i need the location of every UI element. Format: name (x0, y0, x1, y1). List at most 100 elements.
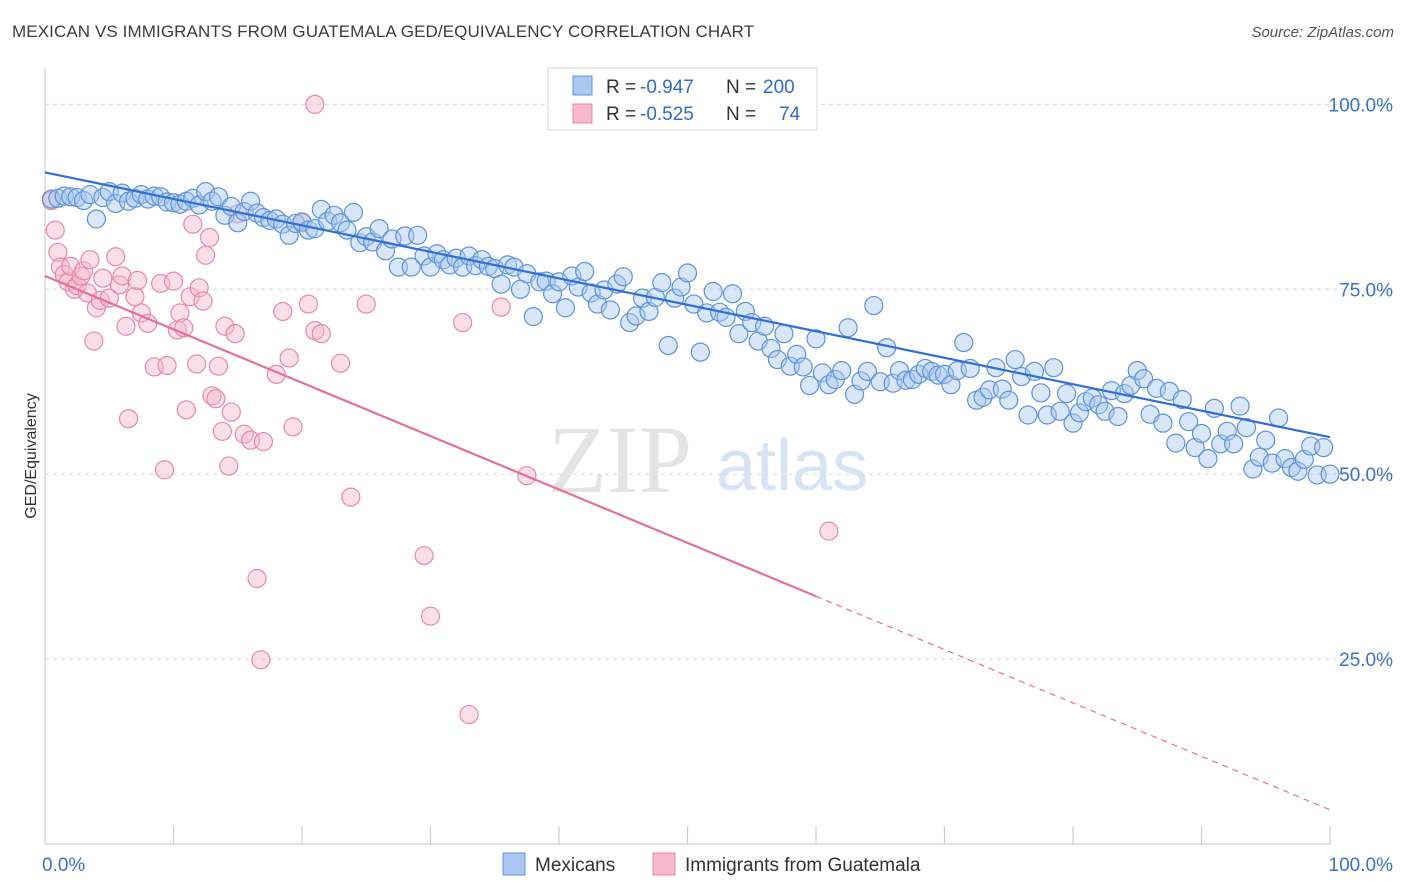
data-point-guatemala (48, 242, 68, 262)
chart-source: Source: ZipAtlas.com (1251, 24, 1394, 41)
data-point-mexicans (1031, 383, 1051, 403)
data-point-mexicans (652, 273, 672, 293)
data-point-guatemala (298, 294, 319, 314)
watermark-atlas: atlas (716, 426, 868, 506)
data-point-mexicans (343, 202, 363, 222)
data-point-mexicans (992, 379, 1012, 399)
trend-lines (44, 171, 1331, 811)
data-point-guatemala (73, 261, 94, 281)
data-point-guatemala (127, 270, 148, 291)
data-point-guatemala (341, 487, 361, 507)
data-point-mexicans (1236, 417, 1257, 438)
y-tick-label: 75.0% (1339, 280, 1393, 301)
data-point-mexicans (1230, 396, 1250, 416)
data-point-mexicans (851, 371, 871, 391)
chart-title: MEXICAN VS IMMIGRANTS FROM GUATEMALA GED… (12, 22, 755, 41)
data-point-mexicans (330, 213, 351, 233)
data-point-mexicans (1134, 369, 1154, 389)
data-point-guatemala (61, 256, 81, 276)
legend-r-value-2: -0.525 (640, 104, 694, 125)
data-point-guatemala (219, 456, 239, 476)
data-point-guatemala (71, 266, 91, 286)
data-point-mexicans (999, 390, 1019, 410)
data-point-mexicans (1063, 413, 1083, 433)
y-tick-label: 25.0% (1339, 650, 1393, 671)
data-point-mexicans (1224, 434, 1244, 454)
grid (45, 103, 1392, 660)
data-point-mexicans (1044, 358, 1064, 378)
y-tick-label: 50.0% (1339, 465, 1393, 486)
bottom-legend-label-mexicans: Mexicans (535, 855, 615, 876)
data-point-mexicans (208, 187, 229, 207)
guatemala-trend-line (44, 274, 817, 598)
data-point-mexicans (1069, 403, 1090, 423)
data-point-mexicans (1288, 461, 1308, 481)
data-point-guatemala (459, 704, 479, 725)
data-point-guatemala (183, 214, 203, 234)
data-point-mexicans (729, 324, 749, 344)
data-point-mexicans (86, 209, 107, 229)
data-point-guatemala (453, 312, 473, 333)
data-point-mexicans (832, 361, 852, 381)
data-point-mexicans (806, 329, 826, 349)
data-point-guatemala (80, 250, 100, 270)
data-point-guatemala (106, 247, 126, 267)
data-point-guatemala (193, 291, 213, 311)
data-point-guatemala (187, 354, 207, 374)
stats-legend: R = -0.947 N = 200 R = -0.525 N = 74 (547, 67, 818, 131)
data-point-mexicans (542, 284, 563, 304)
data-point-guatemala (45, 220, 65, 240)
data-point-mexicans (1256, 430, 1276, 450)
data-point-mexicans (1050, 401, 1070, 421)
data-point-guatemala (251, 650, 271, 670)
data-point-mexicans (575, 261, 595, 282)
data-point-mexicans (1005, 349, 1025, 370)
data-point-guatemala (176, 400, 196, 420)
x-tick-labels: 0.0% 100.0% (42, 855, 1393, 876)
data-point-mexicans (1262, 453, 1282, 473)
legend-swatch-mexicans (572, 75, 593, 96)
data-point-guatemala (116, 316, 136, 336)
data-point-guatemala (163, 271, 184, 291)
data-point-mexicans (1217, 421, 1237, 441)
data-point-mexicans (838, 318, 858, 338)
data-point-guatemala (420, 606, 441, 626)
data-point-mexicans (408, 225, 428, 245)
legend-n-value-1: 200 (763, 77, 795, 98)
data-point-guatemala (170, 303, 190, 323)
y-axis-label: GED/Equivalency (23, 393, 40, 518)
watermark-zip: ZIP (548, 406, 692, 513)
bottom-legend-label-guatemala: Immigrants from Guatemala (685, 855, 921, 876)
x-tick-label: 0.0% (42, 855, 85, 876)
data-point-mexicans (703, 281, 723, 302)
data-point-mexicans (658, 335, 678, 356)
data-point-mexicans (941, 375, 961, 395)
data-point-mexicans (1313, 437, 1334, 458)
data-point-mexicans (799, 375, 820, 396)
data-point-mexicans (1172, 389, 1192, 410)
data-point-mexicans (1185, 437, 1205, 458)
data-point-guatemala (208, 356, 229, 376)
data-point-guatemala (279, 348, 299, 368)
data-point-mexicans (1191, 423, 1212, 444)
data-point-guatemala (212, 421, 232, 441)
data-point-guatemala (93, 268, 113, 288)
data-point-mexicans (401, 257, 421, 277)
legend-r-label-2: R = (606, 104, 636, 125)
data-point-mexicans (928, 365, 948, 385)
data-point-mexicans (690, 342, 710, 362)
data-point-mexicans (555, 298, 576, 318)
bottom-legend-swatch-guatemala (652, 852, 676, 876)
data-point-mexicans (1037, 405, 1057, 425)
y-tick-label: 100.0% (1329, 95, 1394, 116)
data-point-guatemala (356, 294, 376, 314)
data-point-mexicans (523, 307, 543, 327)
data-point-mexicans (774, 324, 794, 344)
data-point-mexicans (1198, 449, 1218, 469)
guatemala-trend-extension (815, 595, 1331, 811)
data-point-guatemala (247, 568, 267, 589)
data-point-mexicans (787, 344, 807, 364)
data-point-mexicans (1108, 406, 1128, 427)
data-point-mexicans (722, 284, 743, 304)
immigrants-guatemala-points (41, 94, 839, 725)
